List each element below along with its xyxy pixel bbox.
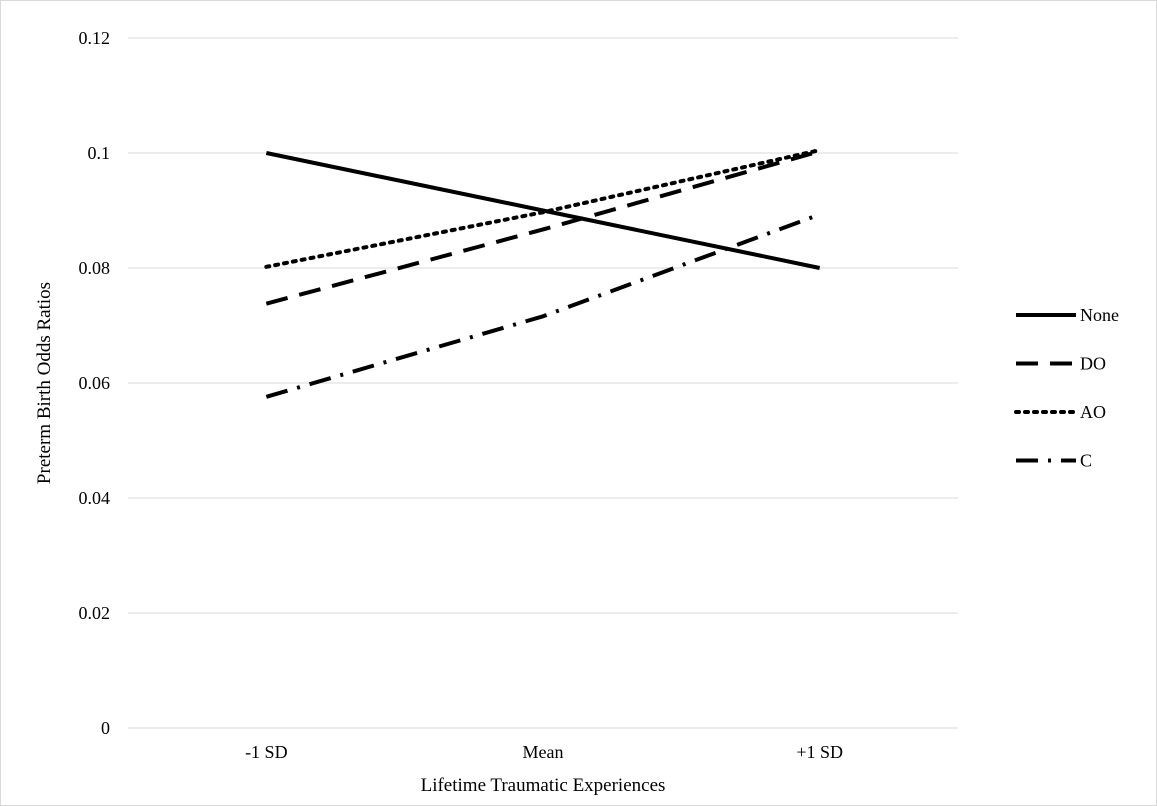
series-lines — [264, 148, 822, 399]
legend-label-do: DO — [1080, 354, 1106, 374]
y-tick-label: 0.1 — [88, 143, 111, 163]
y-tick-label: 0.02 — [79, 603, 111, 623]
legend-label-none: None — [1080, 305, 1119, 325]
x-tick-label: -1 SD — [245, 742, 288, 762]
x-tick-labels: -1 SD Mean +1 SD — [245, 742, 843, 762]
legend: None DO AO C — [1014, 305, 1119, 471]
y-tick-label: 0.12 — [79, 28, 111, 48]
legend-label-ao: AO — [1080, 402, 1106, 422]
x-tick-label: Mean — [523, 742, 564, 762]
y-tick-label: 0.04 — [79, 488, 111, 508]
legend-label-c: C — [1080, 451, 1092, 471]
y-tick-labels: 0 0.02 0.04 0.06 0.08 0.1 0.12 — [79, 28, 111, 738]
series-line-ao — [264, 148, 822, 269]
x-axis-title: Lifetime Traumatic Experiences — [421, 775, 666, 796]
y-tick-label: 0.08 — [79, 258, 111, 278]
y-axis-title: Preterm Birth Odds Ratios — [34, 282, 55, 484]
x-tick-label: +1 SD — [796, 742, 843, 762]
series-line-c — [265, 212, 821, 399]
y-tick-label: 0 — [101, 718, 110, 738]
y-tick-label: 0.06 — [79, 373, 111, 393]
series-line-do — [265, 149, 821, 306]
